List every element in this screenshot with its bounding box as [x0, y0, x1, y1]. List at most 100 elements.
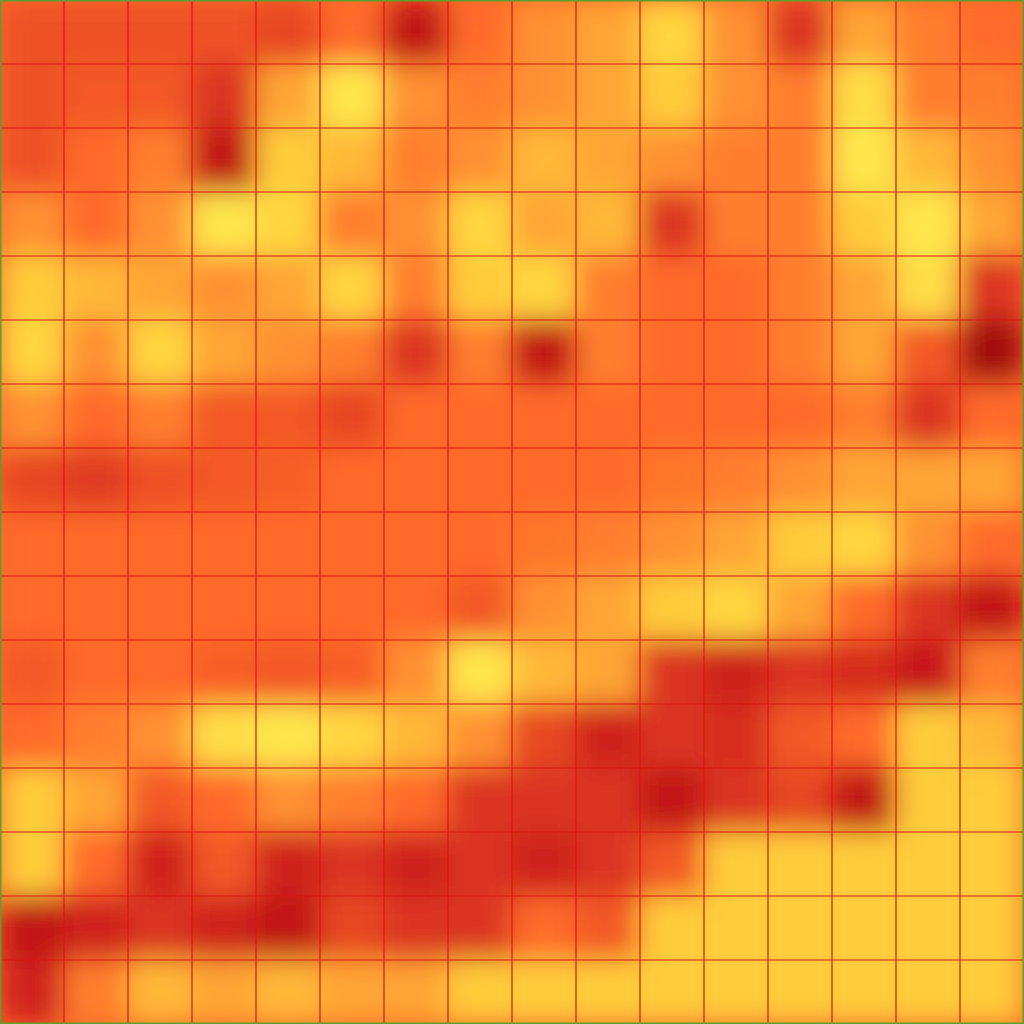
heat-cell — [0, 0, 65, 65]
heat-cell — [768, 192, 833, 257]
heat-cell — [960, 448, 1024, 513]
heat-cell — [256, 320, 321, 385]
heat-cell — [704, 128, 769, 193]
heat-cell — [192, 704, 257, 769]
heat-cell — [192, 64, 257, 129]
grid-line-y — [0, 447, 1024, 448]
heat-cell — [192, 448, 257, 513]
heat-cell — [768, 320, 833, 385]
heat-cell — [640, 64, 705, 129]
heat-cell — [832, 512, 897, 577]
heat-cell — [768, 448, 833, 513]
heat-cell — [640, 768, 705, 833]
heat-cell — [256, 448, 321, 513]
grid-line-y — [0, 255, 1024, 256]
heat-cell — [960, 960, 1024, 1024]
heat-cell — [448, 832, 513, 897]
heat-cell — [768, 64, 833, 129]
heat-cell — [384, 896, 449, 961]
heat-cell — [448, 256, 513, 321]
plot-area — [0, 0, 1024, 1024]
heat-cell — [960, 832, 1024, 897]
heat-cell — [896, 960, 961, 1024]
heat-cell — [704, 0, 769, 65]
grid-line-y — [0, 319, 1024, 320]
grid-line-y — [0, 191, 1024, 192]
heat-cell — [128, 192, 193, 257]
heat-cell — [320, 640, 385, 705]
heat-cell — [192, 384, 257, 449]
heat-cell — [896, 448, 961, 513]
heat-cell — [128, 512, 193, 577]
heat-cell — [832, 832, 897, 897]
heat-cell — [512, 640, 577, 705]
heat-cell — [832, 0, 897, 65]
heat-cell — [0, 768, 65, 833]
heat-cell — [832, 256, 897, 321]
heat-cell — [896, 384, 961, 449]
plot-background — [0, 0, 1024, 1024]
heat-cell — [704, 832, 769, 897]
heat-cell — [448, 768, 513, 833]
heat-cell — [576, 576, 641, 641]
heat-cell — [192, 896, 257, 961]
heat-cell — [512, 0, 577, 65]
heat-cell — [64, 704, 129, 769]
grid-line-y — [0, 895, 1024, 896]
heat-cell — [576, 320, 641, 385]
heat-cell — [640, 448, 705, 513]
heat-cell — [704, 192, 769, 257]
grid — [0, 0, 1024, 1024]
heat-cell — [640, 832, 705, 897]
heat-cell — [576, 704, 641, 769]
heat-cell — [768, 768, 833, 833]
heat-cell — [0, 64, 65, 129]
heat-cell — [576, 896, 641, 961]
heat-cell — [384, 512, 449, 577]
heat-cell — [448, 0, 513, 65]
heat-cell — [960, 0, 1024, 65]
heat-cell — [576, 256, 641, 321]
heat-cell — [768, 704, 833, 769]
heat-cell — [512, 448, 577, 513]
heat-cell — [128, 960, 193, 1024]
heat-cell — [384, 128, 449, 193]
heat-cell — [768, 512, 833, 577]
heat-cell — [64, 768, 129, 833]
heat-cell — [256, 64, 321, 129]
heat-cell — [576, 128, 641, 193]
heat-cell — [384, 448, 449, 513]
heat-cell — [0, 192, 65, 257]
heat-cell — [192, 576, 257, 641]
heat-cell — [384, 384, 449, 449]
heat-cell — [64, 192, 129, 257]
heat-cell — [320, 768, 385, 833]
heat-cell — [0, 704, 65, 769]
heat-cell — [128, 576, 193, 641]
heat-cell — [704, 960, 769, 1024]
heat-cell — [320, 576, 385, 641]
grid-line-y — [0, 639, 1024, 640]
heat-cell — [512, 256, 577, 321]
heat-cell — [448, 704, 513, 769]
heat-cell — [896, 896, 961, 961]
heat-cell — [512, 896, 577, 961]
heat-cell — [448, 576, 513, 641]
heat-cell — [640, 576, 705, 641]
heat-cell — [768, 832, 833, 897]
heat-cell — [192, 256, 257, 321]
heat-cell — [832, 576, 897, 641]
heat-cell — [128, 640, 193, 705]
heat-cell — [64, 640, 129, 705]
heat-cell — [512, 384, 577, 449]
heat-cell — [704, 576, 769, 641]
heat-cell — [0, 384, 65, 449]
chart — [0, 0, 1024, 1024]
heat-cell — [192, 320, 257, 385]
heat-cell — [0, 576, 65, 641]
heat-cell — [384, 192, 449, 257]
heat-cell — [0, 256, 65, 321]
heat-cell — [576, 832, 641, 897]
heat-cell — [768, 256, 833, 321]
heat-cell — [704, 256, 769, 321]
